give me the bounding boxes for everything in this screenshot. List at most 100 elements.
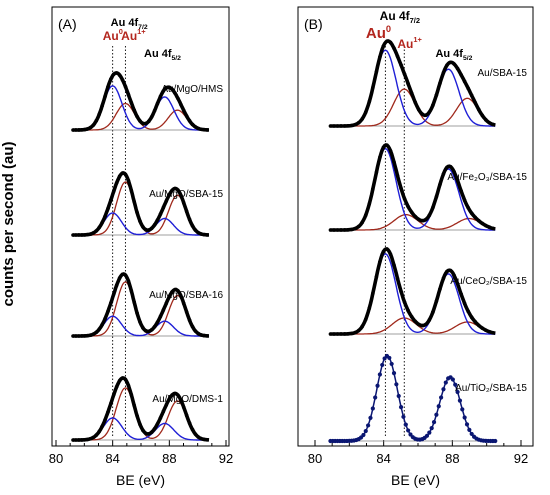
data-point: [413, 319, 418, 324]
data-point: [360, 220, 365, 225]
peak-label-sup: 0: [386, 24, 391, 34]
data-point: [356, 120, 361, 125]
data-point: [94, 433, 99, 437]
data-point: [375, 383, 380, 388]
peak-label-main: Au: [366, 25, 386, 42]
data-point: [401, 414, 406, 419]
x-tick-label: 84: [376, 451, 390, 466]
data-point: [193, 228, 198, 232]
data-point: [114, 180, 119, 185]
data-point: [493, 438, 498, 444]
data-point: [103, 94, 107, 99]
data-point: [438, 81, 442, 86]
data-point: [436, 404, 441, 409]
data-point: [109, 401, 113, 406]
data-point: [353, 122, 357, 127]
data-point: [190, 324, 195, 329]
data-point: [91, 435, 96, 440]
data-point: [155, 101, 160, 106]
data-point: [161, 308, 166, 312]
data-point: [91, 332, 96, 336]
data-point: [402, 72, 407, 77]
data-point: [170, 188, 174, 193]
data-point: [395, 276, 400, 281]
data-point: [455, 66, 460, 71]
data-point: [144, 227, 148, 232]
data-point: [448, 60, 453, 65]
data-point: [462, 79, 467, 84]
data-point: [190, 122, 195, 127]
series-label: Au/SBA-15: [478, 68, 528, 79]
data-point: [367, 306, 372, 310]
data-point: [378, 155, 382, 160]
peak-label-sup: 1+: [137, 27, 146, 36]
data-point: [117, 276, 122, 280]
data-point: [491, 122, 495, 127]
data-point: [339, 124, 343, 128]
data-point: [388, 252, 393, 257]
spectrum: Au/SBA-15: [328, 39, 528, 128]
data-point: [117, 73, 122, 77]
data-point: [91, 231, 96, 235]
spectrum: Au/MgO/DMS-1: [71, 376, 223, 442]
data-point: [179, 293, 183, 298]
data-point: [202, 232, 206, 237]
series-label: Au/MgO/SBA-15: [149, 189, 223, 200]
data-point: [476, 323, 481, 328]
data-point: [71, 128, 75, 132]
data-point: [388, 149, 393, 153]
data-point: [395, 54, 400, 59]
data-point: [132, 403, 136, 408]
data-point: [187, 217, 192, 222]
data-point: [190, 427, 195, 432]
data-point: [149, 430, 154, 434]
data-point: [491, 330, 495, 335]
data-point: [88, 436, 93, 441]
data-point: [114, 283, 119, 287]
peak-label: Au 4f7/2: [111, 17, 148, 31]
data-point: [342, 228, 347, 232]
data-point: [149, 328, 154, 332]
peak-label-sup: 0: [119, 27, 123, 36]
data-point: [484, 328, 488, 333]
data-point: [100, 220, 104, 225]
data-point: [385, 143, 389, 147]
peak-label-sub: 5/2: [463, 55, 473, 62]
data-point: [202, 437, 206, 442]
data-point: [97, 225, 102, 230]
peak-label: Au0: [103, 27, 123, 43]
data-point: [77, 128, 81, 132]
data-point: [77, 233, 81, 237]
data-point: [466, 205, 470, 210]
data-point: [123, 273, 128, 277]
data-point: [381, 145, 386, 150]
data-point: [374, 70, 379, 74]
data-point: [152, 223, 157, 227]
data-point: [469, 315, 474, 320]
data-point: [398, 405, 404, 410]
data-point: [161, 89, 166, 93]
data-point: [366, 423, 371, 428]
data-point: [79, 334, 84, 338]
data-point: [161, 205, 166, 210]
peak-label: Au0: [366, 24, 391, 42]
data-point: [79, 438, 84, 442]
data-point: [199, 127, 204, 132]
data-point: [184, 114, 189, 118]
data-point: [85, 437, 90, 442]
data-point: [120, 78, 125, 82]
peak-label-sub: 5/2: [172, 55, 182, 62]
data-point: [427, 110, 432, 114]
data-point: [112, 292, 116, 296]
data-point: [448, 268, 453, 273]
data-point: [164, 403, 169, 407]
data-point: [161, 409, 166, 414]
data-point: [129, 288, 134, 293]
data-point: [374, 275, 379, 279]
data-point: [106, 309, 110, 314]
data-point: [135, 311, 139, 316]
peak-label-sub: 7/2: [410, 16, 420, 25]
data-point: [335, 228, 340, 232]
data-point: [88, 333, 93, 337]
data-point: [71, 334, 75, 338]
